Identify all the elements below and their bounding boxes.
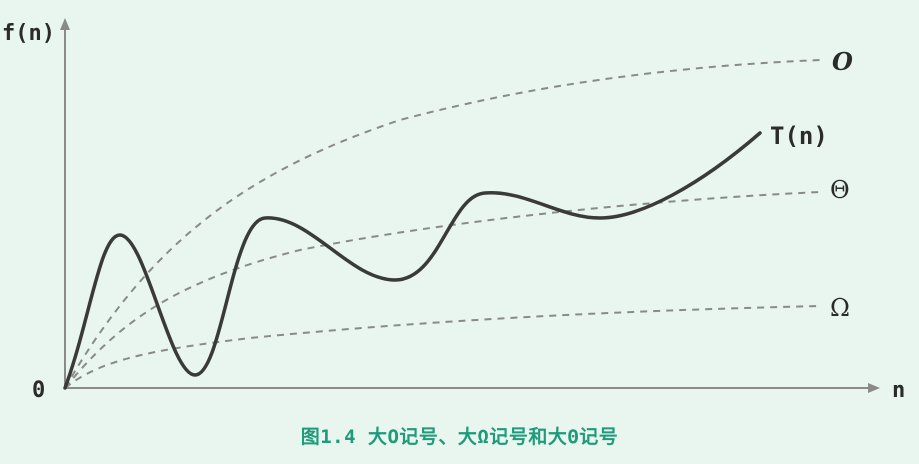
t-label: T(n) <box>770 122 828 150</box>
y-axis-arrow <box>60 18 70 30</box>
x-axis-label: n <box>892 378 905 403</box>
figure-caption: 图1.4 大O记号、大Ω记号和大Θ记号 <box>300 426 619 448</box>
x-axis-arrow <box>868 383 880 393</box>
y-axis-label: f(n) <box>2 21 55 46</box>
big-o-label: O <box>832 47 853 76</box>
omega-label: Ω <box>830 294 850 322</box>
t-curve <box>63 131 762 390</box>
theta-curve <box>64 191 821 389</box>
theta-label: Θ <box>830 176 850 204</box>
origin-label: 0 <box>32 378 45 403</box>
omega-curve <box>64 305 821 389</box>
big-o-curve <box>64 59 821 389</box>
